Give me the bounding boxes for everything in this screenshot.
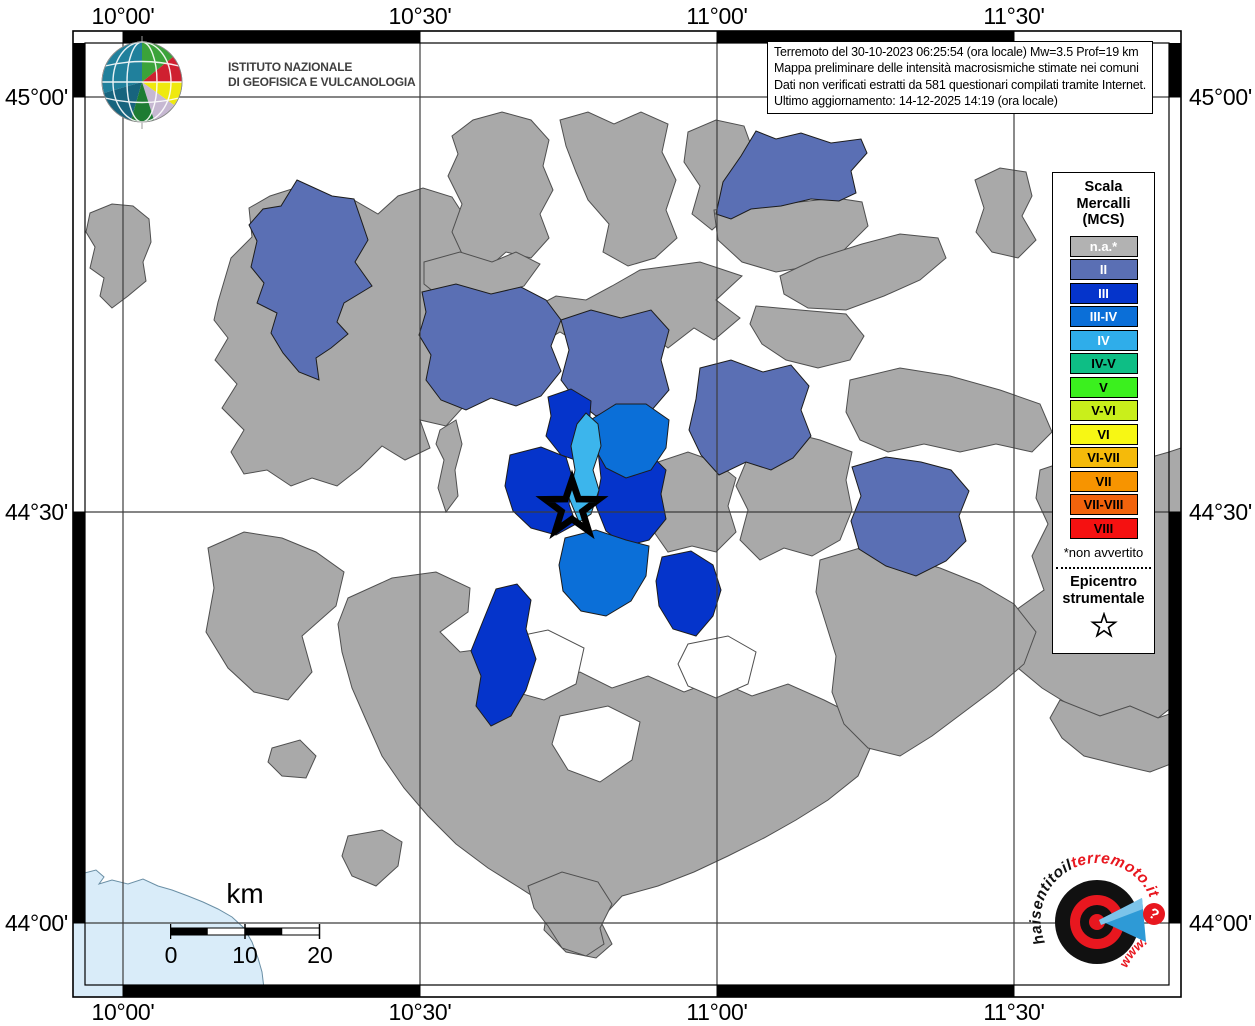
map-frame-lines (72, 30, 1182, 998)
lat-label-left: 44°00' (5, 910, 68, 936)
legend-title: Scala Mercalli (MCS) (1076, 179, 1131, 228)
legend-swatch-ivv: IV-V (1069, 353, 1138, 374)
legend-epicenter-label: Epicentro (1070, 573, 1137, 590)
legend-swatch-vvi: V-VI (1069, 400, 1138, 421)
municipality-iii (655, 550, 722, 637)
lon-label-bottom: 10°30' (388, 999, 452, 1025)
hsit-megaphone-top (1099, 898, 1143, 925)
lon-label-bottom: 10°00' (91, 999, 155, 1025)
hsit-logo: ? haisentitoilterremoto.it www. (1027, 850, 1165, 970)
lat-label-right: 44°00' (1189, 910, 1252, 936)
legend-epicenter-label: strumentale (1062, 590, 1145, 607)
legend-swatch-vii: VII (1069, 470, 1138, 492)
municipality-iii (470, 583, 537, 727)
sea-polygon (73, 869, 266, 997)
ingv-logo-globe (101, 36, 183, 129)
legend-swatch-iii: III (1069, 282, 1138, 304)
legend-box: Scala Mercalli (MCS) n.a.* II III III-IV IV I… (1052, 172, 1155, 654)
municipality-na (1049, 699, 1181, 773)
municipality-na (749, 305, 865, 369)
municipality-ii (248, 179, 373, 381)
municipality-ii (560, 309, 670, 417)
municipality-ii (418, 283, 562, 411)
lon-label-top: 10°00' (91, 3, 155, 29)
municipality-ii (715, 130, 868, 220)
lon-label-top: 10°30' (388, 3, 452, 29)
legend-items: n.a.* II III III-IV IV IV-V V V-VI VI VI-VII VII VI… (1053, 235, 1154, 539)
legend-footnote: *non avvertito (1063, 544, 1144, 560)
municipality-na (974, 167, 1037, 259)
hsit-question-badge (1143, 903, 1165, 925)
event-info-box: Terremoto del 30-10-2023 06:25:54 (ora l… (767, 41, 1153, 114)
municipality-na (267, 739, 317, 779)
municipality-iii-iv (558, 529, 650, 617)
graticule (85, 43, 1169, 985)
legend-swatch-na: n.a.* (1069, 235, 1138, 257)
municipality-na (447, 111, 554, 269)
map-frame (73, 31, 1181, 997)
municipality-na (815, 547, 1037, 757)
municipality-na (341, 829, 403, 887)
legend-swatch-vi: VI (1069, 423, 1138, 445)
legend-swatch-viiviii: VII-VIII (1069, 494, 1138, 515)
scalebar-unit-label: km (226, 878, 264, 909)
municipality-ii (850, 456, 970, 577)
ingv-logo-text: ISTITUTO NAZIONALE DI GEOFISICA E VULCAN… (228, 60, 416, 89)
municipality-na (559, 111, 678, 267)
legend-swatch-viii: VIII (1069, 517, 1138, 539)
municipality-ii (688, 359, 812, 476)
hsit-bullseye-center (1089, 914, 1105, 930)
legend-swatch-iv: IV (1069, 329, 1138, 351)
event-info-line: Ultimo aggiornamento: 14-12-2025 14:19 (… (774, 94, 1058, 109)
municipality-na (85, 203, 152, 309)
municipality-na (205, 531, 345, 701)
lat-label-right: 45°00' (1189, 84, 1252, 110)
event-info-line: Terremoto del 30-10-2023 06:25:54 (ora l… (774, 45, 1139, 59)
municipality-na (845, 367, 1053, 453)
legend-swatch-ii: II (1069, 259, 1138, 280)
lat-label-right: 44°30' (1189, 499, 1252, 525)
legend-swatch-v: V (1069, 376, 1138, 398)
municipality-na (779, 233, 947, 311)
epicenter-star-icon (535, 469, 609, 540)
legend-swatch-vivii: VI-VII (1069, 447, 1138, 468)
lat-label-left: 45°00' (5, 84, 68, 110)
scalebar-tick-label: 10 (232, 942, 258, 968)
scalebar (170, 924, 321, 939)
municipality-na (435, 419, 463, 514)
legend-star-icon (1089, 610, 1118, 638)
event-info-line: Dati non verificati estratti da 581 ques… (774, 77, 1146, 92)
white-gap (551, 705, 641, 783)
municipality-iii-iv (591, 403, 670, 479)
legend-swatch-iiiiv: III-IV (1069, 306, 1138, 327)
scalebar-tick-label: 20 (307, 942, 333, 968)
legend-divider (1056, 566, 1151, 569)
lon-label-bottom: 11°30' (983, 999, 1045, 1025)
municipality-na (527, 871, 613, 957)
lon-label-top: 11°30' (983, 3, 1045, 29)
lat-label-left: 44°30' (5, 499, 68, 525)
lon-label-top: 11°00' (686, 3, 748, 29)
scalebar-tick-label: 0 (164, 942, 178, 968)
lon-label-bottom: 11°00' (686, 999, 748, 1025)
event-info-line: Mappa preliminare delle intensità macros… (774, 61, 1139, 76)
